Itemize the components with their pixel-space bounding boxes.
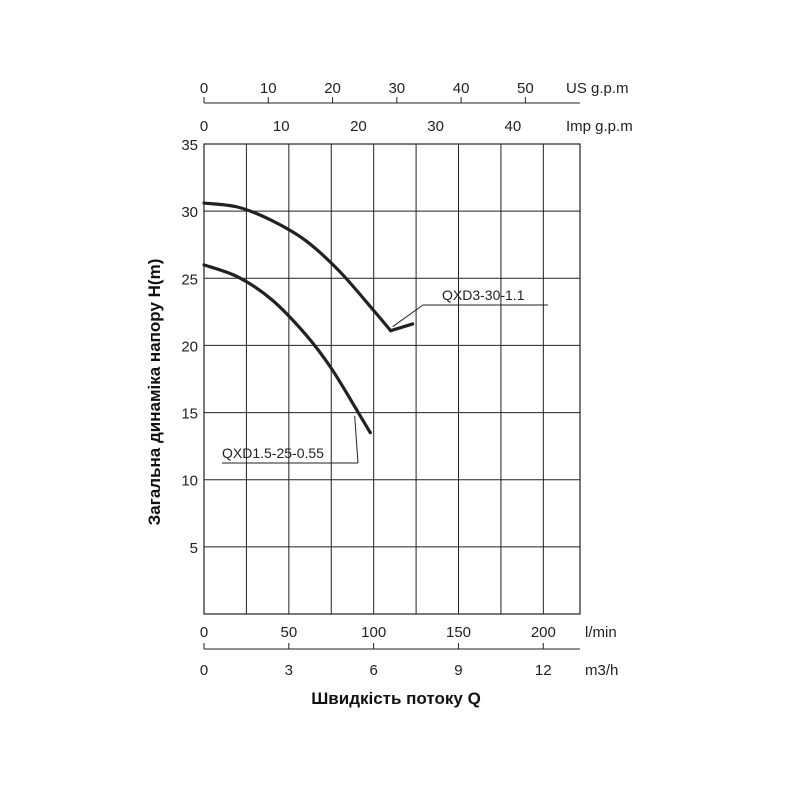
axis-unit-label: Imp g.p.m: [566, 118, 633, 135]
x-tick-label: 3: [285, 662, 293, 679]
curve-labels: QXD3-30-1.1 QXD1.5-25-0.55: [222, 287, 548, 464]
y-tick-label: 10: [181, 473, 198, 490]
y-tick-label: 25: [181, 271, 198, 288]
x-tick-label: 6: [369, 662, 377, 679]
x-tick-label: 20: [324, 80, 341, 97]
y-tick-label: 5: [190, 540, 198, 557]
series-end-hook: [355, 408, 372, 435]
x-tick-label: 100: [361, 624, 386, 641]
x-tick-label: 0: [200, 624, 208, 641]
y-tick-label: 20: [181, 338, 198, 355]
series-QXD3-30-1.1: [202, 201, 415, 333]
label-leader: [354, 415, 359, 464]
plot-frame: [203, 143, 581, 615]
top-axes: 0 10 20 30 40 50 US g.p.m 0 10 20 30 40 Imp g.p.m: [200, 80, 633, 135]
series-QXD1.5-25-0.55: [202, 263, 372, 435]
x-tick-label: 40: [504, 118, 521, 135]
bottom-axes: 0 50 100 150 200 l/min 0 3 6 9 12 m3/h: [200, 624, 619, 679]
y-axis-title: Загальна динаміка напору H(m): [145, 259, 164, 526]
x-tick-label: 10: [273, 118, 290, 135]
y-tick-label: 35: [181, 137, 198, 154]
axis-unit-label: US g.p.m: [566, 80, 629, 97]
x-tick-label: 0: [200, 118, 208, 135]
y-tick-label: 30: [181, 204, 198, 221]
x-tick-label: 150: [446, 624, 471, 641]
series-line: [202, 201, 393, 333]
x-tick-label: 0: [200, 80, 208, 97]
series-line: [202, 263, 359, 412]
curve-label: QXD1.5-25-0.55: [222, 445, 324, 461]
x-tick-label: 20: [350, 118, 367, 135]
series-end-hook: [389, 322, 415, 333]
y-tick-label: 15: [181, 406, 198, 423]
x-tick-label: 30: [388, 80, 405, 97]
grid-lines: [203, 143, 581, 615]
curve-label: QXD3-30-1.1: [442, 287, 525, 303]
y-axis-ticks: 35 30 25 20 15 10 5: [181, 137, 198, 557]
label-leader: [392, 304, 424, 328]
x-tick-label: 40: [453, 80, 470, 97]
axis-unit-label: m3/h: [585, 662, 618, 679]
x-tick-label: 200: [531, 624, 556, 641]
x-tick-label: 9: [454, 662, 462, 679]
pump-curves: [202, 201, 415, 435]
axis-unit-label: l/min: [585, 624, 617, 641]
x-tick-label: 50: [280, 624, 297, 641]
x-tick-label: 0: [200, 662, 208, 679]
x-tick-label: 50: [517, 80, 534, 97]
x-axis-title: Швидкість потоку Q: [311, 689, 481, 708]
x-tick-label: 30: [427, 118, 444, 135]
x-tick-label: 12: [535, 662, 552, 679]
x-tick-label: 10: [260, 80, 277, 97]
